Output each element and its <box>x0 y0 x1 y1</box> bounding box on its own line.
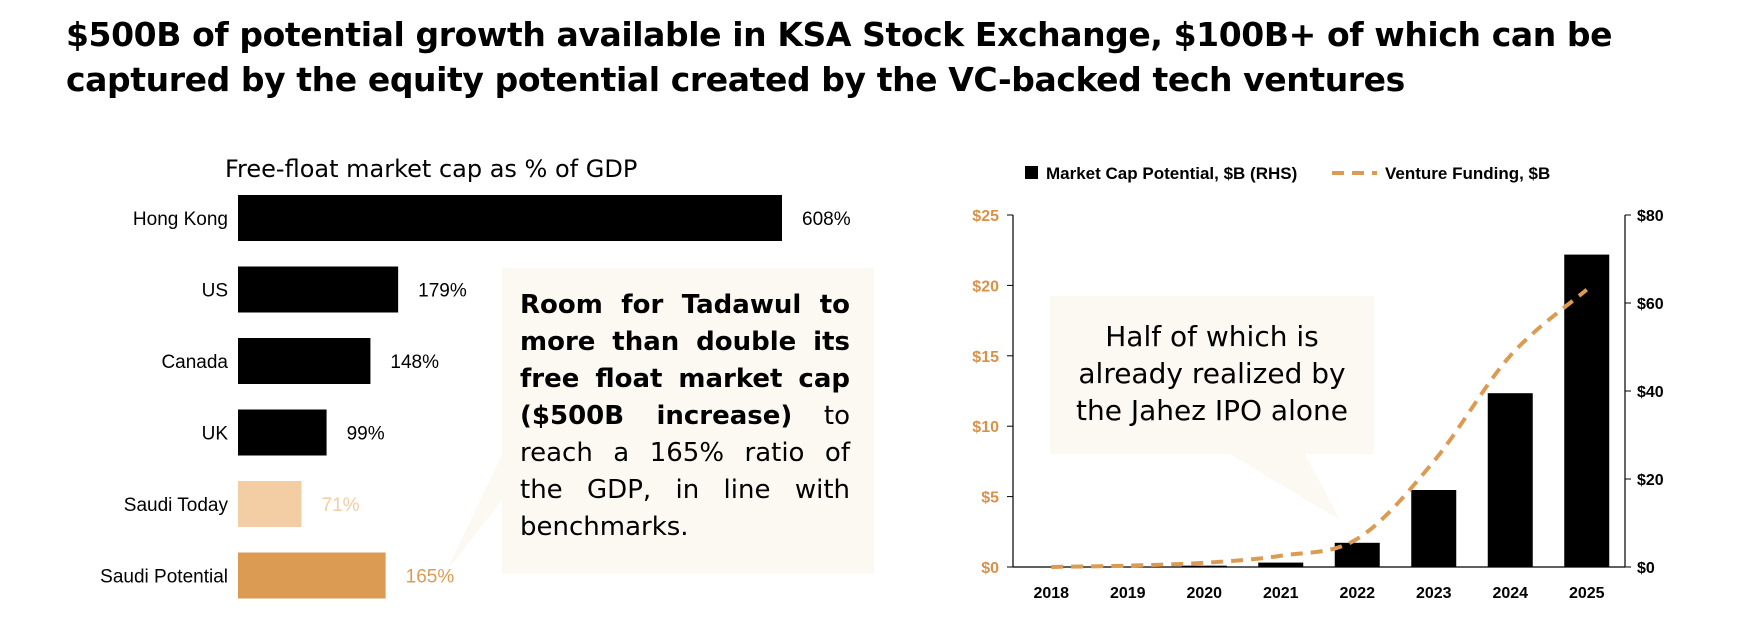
left-tick-label: $0 <box>981 560 999 577</box>
legend-bar-swatch <box>1025 166 1038 179</box>
market-cap-bar <box>1564 254 1610 567</box>
callout-left-pointer <box>446 455 502 572</box>
value-label: 179% <box>418 281 467 302</box>
left-tick-label: $5 <box>981 490 999 507</box>
callout-box-right <box>1050 296 1374 454</box>
x-tick-label: 2024 <box>1492 585 1528 602</box>
x-tick-label: 2019 <box>1110 585 1146 602</box>
value-label: 148% <box>390 352 439 373</box>
right-tick-label: $40 <box>1637 384 1664 401</box>
x-tick-label: 2018 <box>1033 585 1069 602</box>
market-cap-bar <box>1487 393 1533 567</box>
value-label: 608% <box>802 209 851 230</box>
value-label: 71% <box>322 495 360 516</box>
right-tick-label: $60 <box>1637 296 1664 313</box>
value-label: 165% <box>406 567 455 588</box>
left-tick-label: $10 <box>972 419 999 436</box>
category-label: Hong Kong <box>133 209 228 230</box>
market-cap-bar <box>1411 490 1457 567</box>
market-cap-funding-chart: Market Cap Potential, $B (RHS) Venture Fu… <box>972 164 1664 602</box>
market-cap-bar <box>1258 562 1304 567</box>
market-cap-bar-chart: Hong Kong 608% US 179% Canada 148% UK 99% Saudi … <box>100 195 851 599</box>
category-label: UK <box>202 424 229 445</box>
right-tick-label: $20 <box>1637 472 1664 489</box>
callout-box-left <box>502 268 874 574</box>
right-tick-label: $80 <box>1637 208 1664 225</box>
callout-left-rest: to reach a 165% ratio of the GDP, in lin… <box>520 401 850 542</box>
bar <box>238 552 386 599</box>
venture-funding-line <box>1051 288 1589 569</box>
x-tick-label: 2025 <box>1569 585 1605 602</box>
left-tick-label: $15 <box>972 349 999 366</box>
callout-right-text: Half of which is already realized by the… <box>1076 320 1348 427</box>
callout-left-bold: Room for Tadawul to more than double its… <box>520 290 850 431</box>
category-label: US <box>202 281 228 302</box>
market-cap-bar <box>1181 565 1227 567</box>
page-title: $500B of potential growth available in K… <box>66 15 1613 99</box>
callout-right-pointer <box>1230 454 1340 520</box>
bar <box>238 195 782 241</box>
value-label: 99% <box>347 424 385 445</box>
market-cap-bar <box>1334 542 1380 567</box>
x-tick-label: 2021 <box>1263 585 1299 602</box>
callout-left-text: Room for Tadawul to more than double its… <box>520 287 850 546</box>
x-tick-label: 2020 <box>1186 585 1222 602</box>
bar <box>238 338 371 384</box>
left-tick-label: $20 <box>972 278 999 295</box>
x-tick-label: 2022 <box>1339 585 1375 602</box>
legend-bar-label: Market Cap Potential, $B (RHS) <box>1046 164 1297 183</box>
bar <box>238 481 302 527</box>
category-label: Saudi Potential <box>100 567 228 588</box>
bar-chart-title: Free-float market cap as % of GDP <box>225 155 638 183</box>
bar <box>238 266 399 313</box>
bar <box>238 409 327 456</box>
right-tick-label: $0 <box>1637 560 1655 577</box>
legend-line-label: Venture Funding, $B <box>1385 164 1550 183</box>
left-tick-label: $25 <box>972 208 999 225</box>
category-label: Saudi Today <box>124 495 229 516</box>
category-label: Canada <box>161 352 228 373</box>
x-tick-label: 2023 <box>1416 585 1452 602</box>
